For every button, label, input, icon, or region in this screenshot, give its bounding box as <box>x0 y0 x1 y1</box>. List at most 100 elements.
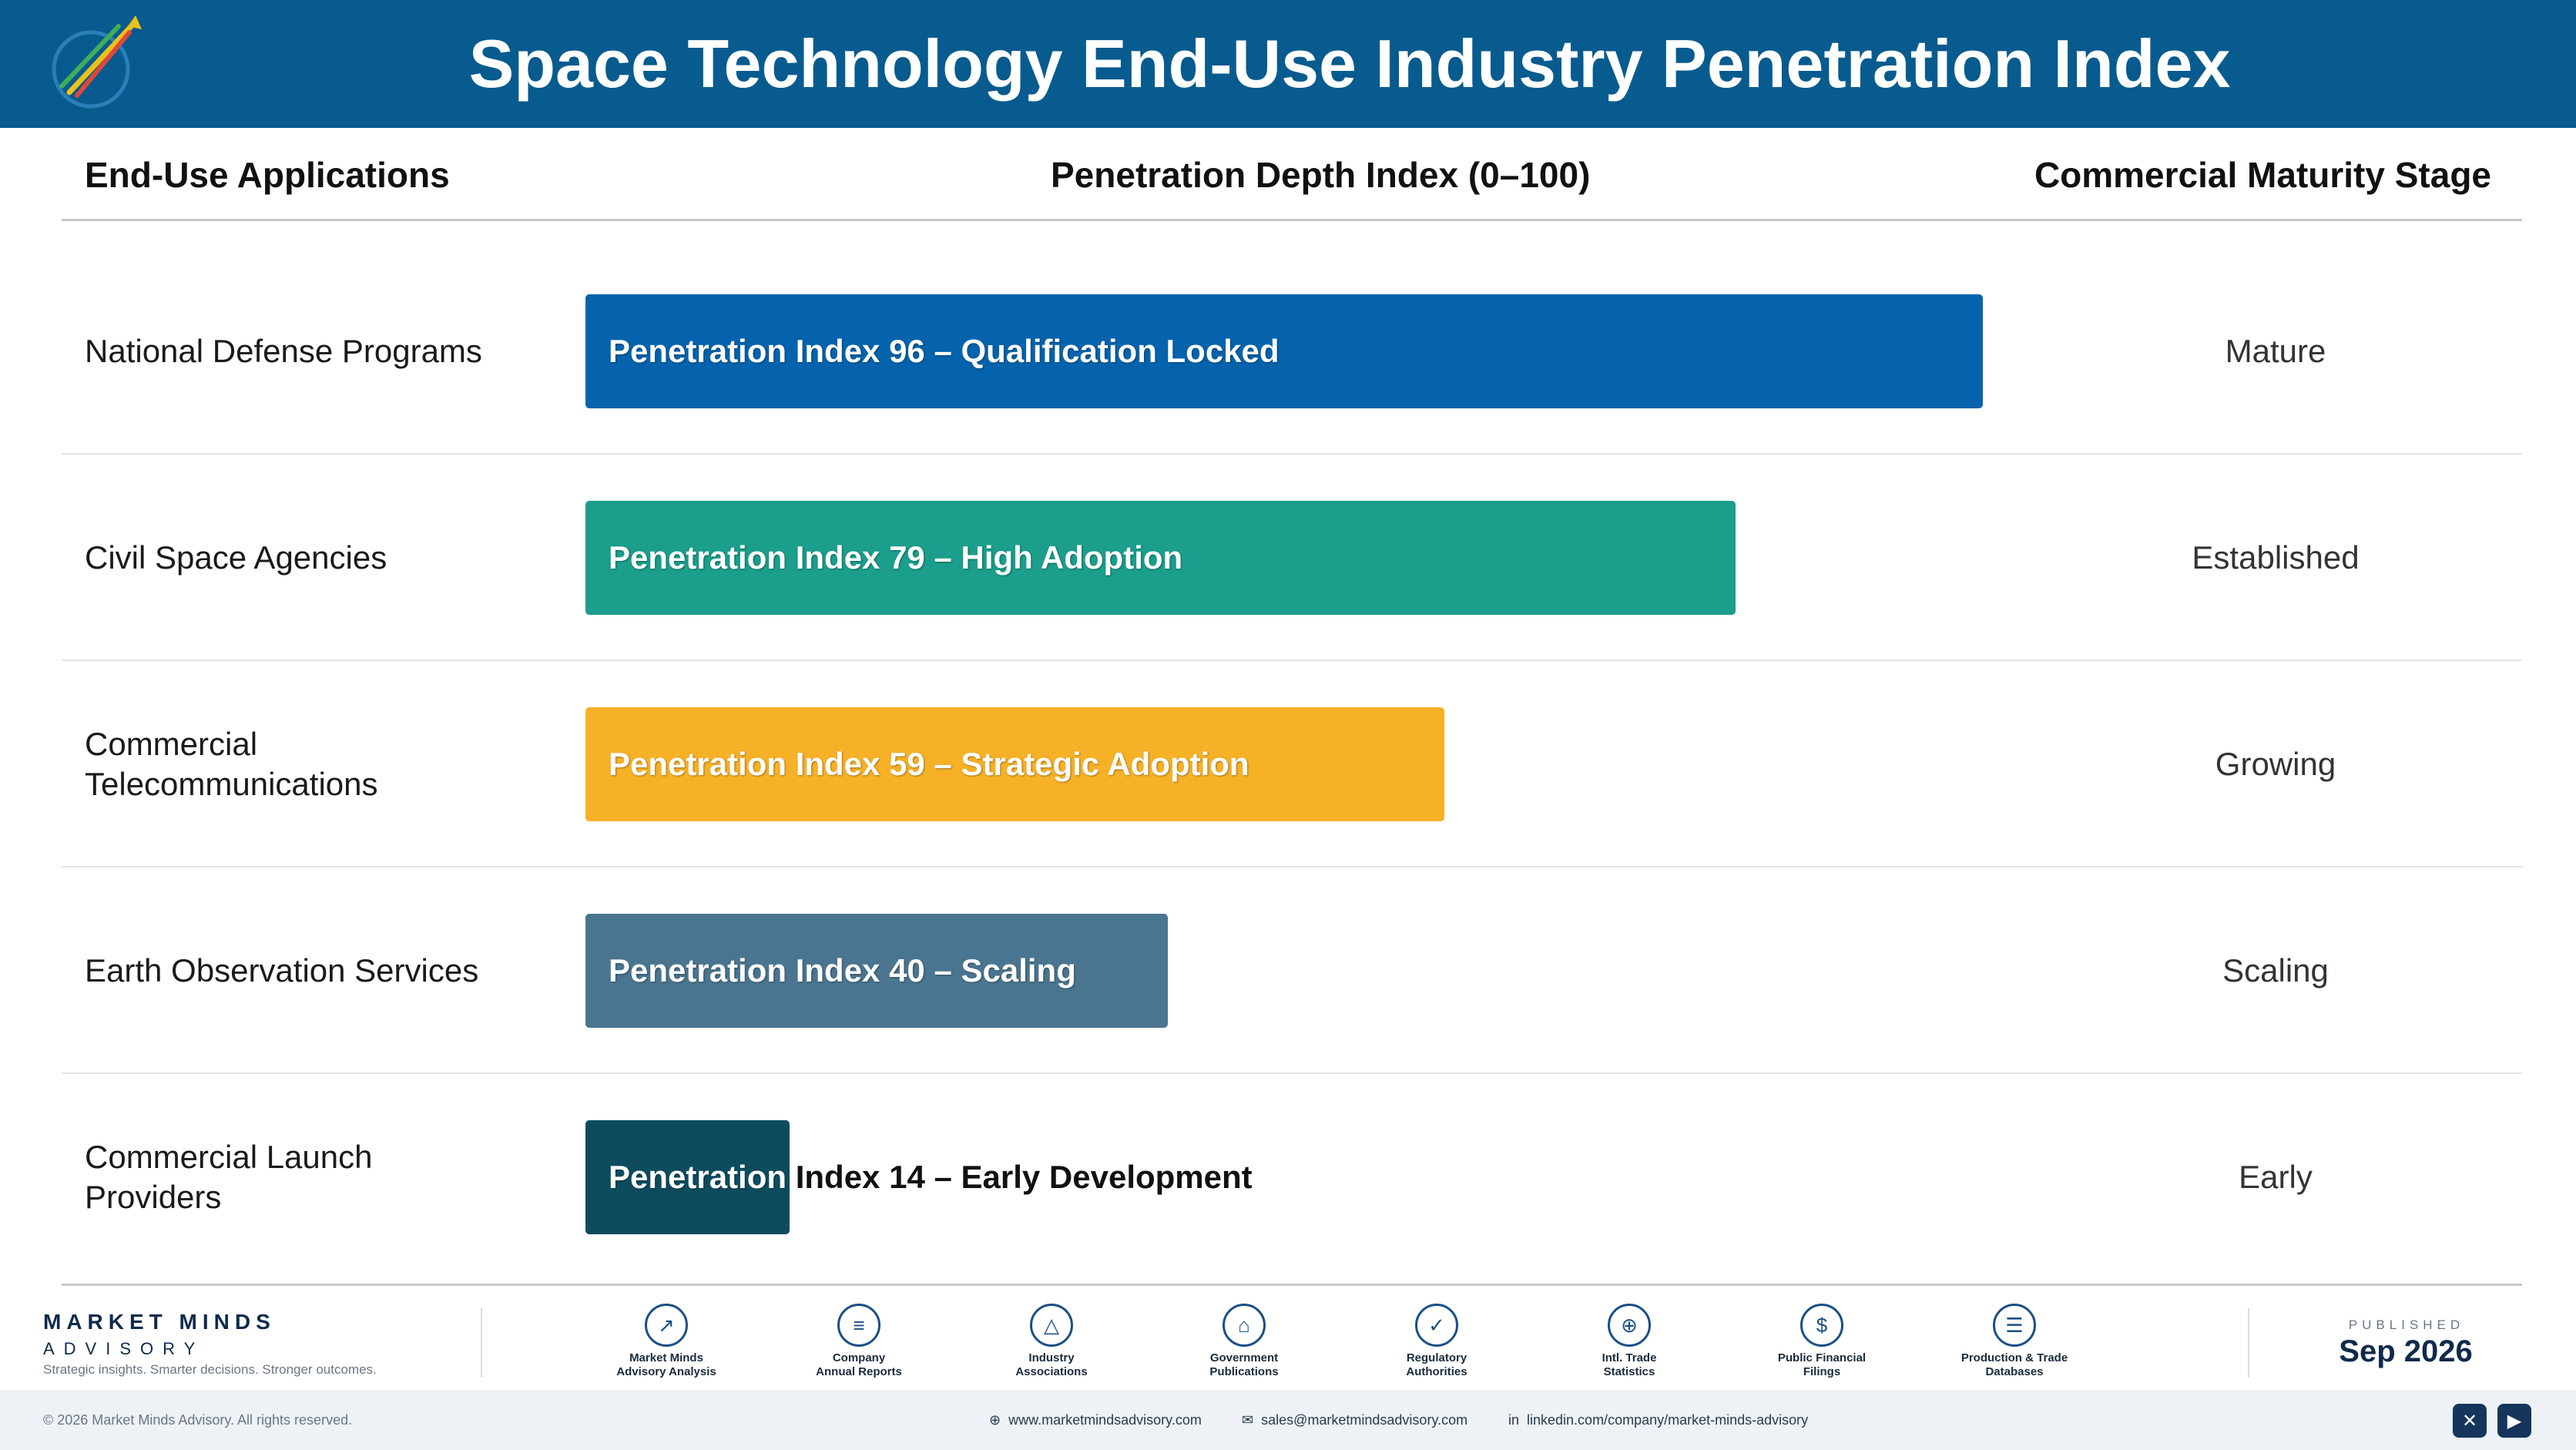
table-row: National Defense Programs Penetration In… <box>62 248 2522 455</box>
linkedin-link[interactable]: in linkedin.com/company/market-minds-advi… <box>1508 1390 1808 1450</box>
mail-icon: ✉ <box>1242 1412 1254 1428</box>
penetration-bar <box>585 501 1736 615</box>
database-icon: ☰ <box>1993 1304 2036 1347</box>
website-text: www.marketmindsadvisory.com <box>1008 1412 1202 1428</box>
table-row: Commercial Telecommunications Penetratio… <box>62 661 2522 868</box>
row-divider <box>62 1072 2522 1074</box>
header-bar: Space Technology End-Use Industry Penetr… <box>0 0 2576 128</box>
youtube-social-icon[interactable]: ▶ <box>2497 1404 2531 1438</box>
row-divider <box>62 866 2522 868</box>
source-label-line: Company <box>832 1351 886 1364</box>
source-label: Intl. Trade Statistics <box>1556 1351 1702 1379</box>
source-label-line: Publications <box>1209 1365 1279 1378</box>
source-label-line: Advisory Analysis <box>616 1365 716 1378</box>
column-header-applications: End-Use Applications <box>85 155 450 195</box>
application-name: Commercial Telecommunications <box>85 726 378 802</box>
source-label: Regulatory Authorities <box>1363 1351 1510 1379</box>
globe-icon: ⊕ <box>989 1412 1001 1428</box>
row-divider <box>62 660 2522 661</box>
source-label-line: Market Minds <box>629 1351 703 1364</box>
source-item: ⊕ Intl. Trade Statistics <box>1556 1304 1702 1379</box>
column-header-stage: Commercial Maturity Stage <box>2034 155 2491 195</box>
row-divider <box>62 453 2522 455</box>
source-item: △ Industry Associations <box>978 1304 1125 1379</box>
penetration-label: Penetration Index 59 – Strategic Adoptio… <box>609 746 1249 782</box>
dollar-coin-icon: $ <box>1800 1304 1843 1347</box>
source-item: ⌂ Government Publications <box>1171 1304 1317 1379</box>
source-item: ☰ Production & Trade Databases <box>1941 1304 2088 1379</box>
source-label-line: Databases <box>1985 1365 2044 1378</box>
published-date: Sep 2026 <box>2339 1334 2473 1368</box>
maturity-stage: Mature <box>2225 333 2326 369</box>
page-title: Space Technology End-Use Industry Penetr… <box>468 25 2231 102</box>
company-logo <box>52 15 142 109</box>
application-name: Civil Space Agencies <box>85 539 387 576</box>
source-label-line: Statistics <box>1603 1365 1655 1378</box>
footer-divider <box>481 1308 482 1378</box>
source-label: Market Minds Advisory Analysis <box>593 1351 740 1379</box>
email-link[interactable]: ✉ sales@marketmindsadvisory.com <box>1242 1390 1467 1450</box>
linkedin-text: linkedin.com/company/market-minds-adviso… <box>1527 1412 1809 1428</box>
network-icon: △ <box>1030 1304 1073 1347</box>
source-label-line: Regulatory <box>1406 1351 1467 1364</box>
source-label-line: Production & Trade <box>1961 1351 2068 1364</box>
source-label-line: Industry <box>1028 1351 1075 1364</box>
source-label: Public Financial Filings <box>1749 1351 1895 1379</box>
globe-icon: ⊕ <box>1608 1304 1651 1347</box>
penetration-label: Penetration Index 79 – High Adoption <box>609 539 1183 576</box>
penetration-bar <box>585 914 1168 1028</box>
source-label-line: Filings <box>1803 1365 1841 1378</box>
penetration-label: Penetration Index 40 – Scaling <box>609 952 1076 988</box>
source-label-line: Public Financial <box>1777 1351 1867 1364</box>
header-divider <box>62 219 2522 221</box>
application-name: Earth Observation Services <box>85 952 479 988</box>
source-label-line: Government <box>1209 1351 1279 1364</box>
shield-check-icon: ✓ <box>1415 1304 1458 1347</box>
column-header-depth: Penetration Depth Index (0–100) <box>1051 155 1591 195</box>
source-item: ↗ Market Minds Advisory Analysis <box>593 1304 740 1379</box>
application-name: National Defense Programs <box>85 333 482 369</box>
footer-contact-strip: © 2026 Market Minds Advisory. All rights… <box>0 1390 2576 1450</box>
penetration-bar <box>585 294 1983 408</box>
footer: MARKET MINDS ADVISORY Strategic insights… <box>0 1293 2576 1450</box>
copyright: © 2026 Market Minds Advisory. All rights… <box>43 1412 353 1428</box>
source-label-line: Annual Reports <box>816 1365 902 1378</box>
source-label: Industry Associations <box>978 1351 1125 1379</box>
maturity-stage: Growing <box>2215 746 2336 782</box>
table-bottom-divider <box>62 1284 2522 1286</box>
penetration-bar <box>585 707 1444 821</box>
maturity-stage: Scaling <box>2222 952 2329 988</box>
table-row: Civil Space Agencies Penetration Index 7… <box>62 455 2522 661</box>
source-item: ✓ Regulatory Authorities <box>1363 1304 1510 1379</box>
government-building-icon: ⌂ <box>1223 1304 1266 1347</box>
penetration-label: Penetration Index 96 – Qualification Loc… <box>609 333 1280 369</box>
penetration-label: Penetration Index 14 – Early Development <box>609 1120 1253 1234</box>
penetration-label-outside: Index 14 – Early Development <box>787 1159 1253 1195</box>
trend-chart-icon: ↗ <box>645 1304 688 1347</box>
source-label: Production & Trade Databases <box>1941 1351 2088 1379</box>
table-row: Commercial Launch Providers Penetration … <box>62 1074 2522 1280</box>
maturity-stage: Early <box>2239 1159 2313 1195</box>
published-label: PUBLISHED <box>2348 1317 2465 1332</box>
brand-tagline: Strategic insights. Smarter decisions. S… <box>43 1362 377 1377</box>
source-label-line: Intl. Trade <box>1602 1351 1657 1364</box>
penetration-label-inside: Penetration <box>609 1159 787 1195</box>
maturity-stage: Established <box>2192 539 2360 576</box>
x-social-icon[interactable]: ✕ <box>2453 1404 2487 1438</box>
source-label: Company Annual Reports <box>786 1351 932 1379</box>
linkedin-icon: in <box>1508 1412 1520 1428</box>
application-name: Commercial Launch Providers <box>85 1139 373 1215</box>
source-label-line: Authorities <box>1406 1365 1467 1378</box>
source-item: ≡ Company Annual Reports <box>786 1304 932 1379</box>
source-label-line: Associations <box>1015 1365 1088 1378</box>
source-label: Government Publications <box>1171 1351 1317 1379</box>
source-item: $ Public Financial Filings <box>1749 1304 1895 1379</box>
website-link[interactable]: ⊕ www.marketmindsadvisory.com <box>989 1390 1202 1450</box>
document-icon: ≡ <box>837 1304 880 1347</box>
brand-subtitle: ADVISORY <box>43 1339 205 1358</box>
table-row: Earth Observation Services Penetration I… <box>62 868 2522 1074</box>
penetration-bar <box>585 1120 790 1234</box>
footer-divider <box>2248 1308 2249 1378</box>
brand-name: MARKET MINDS <box>43 1310 276 1334</box>
email-text: sales@marketmindsadvisory.com <box>1261 1412 1468 1428</box>
